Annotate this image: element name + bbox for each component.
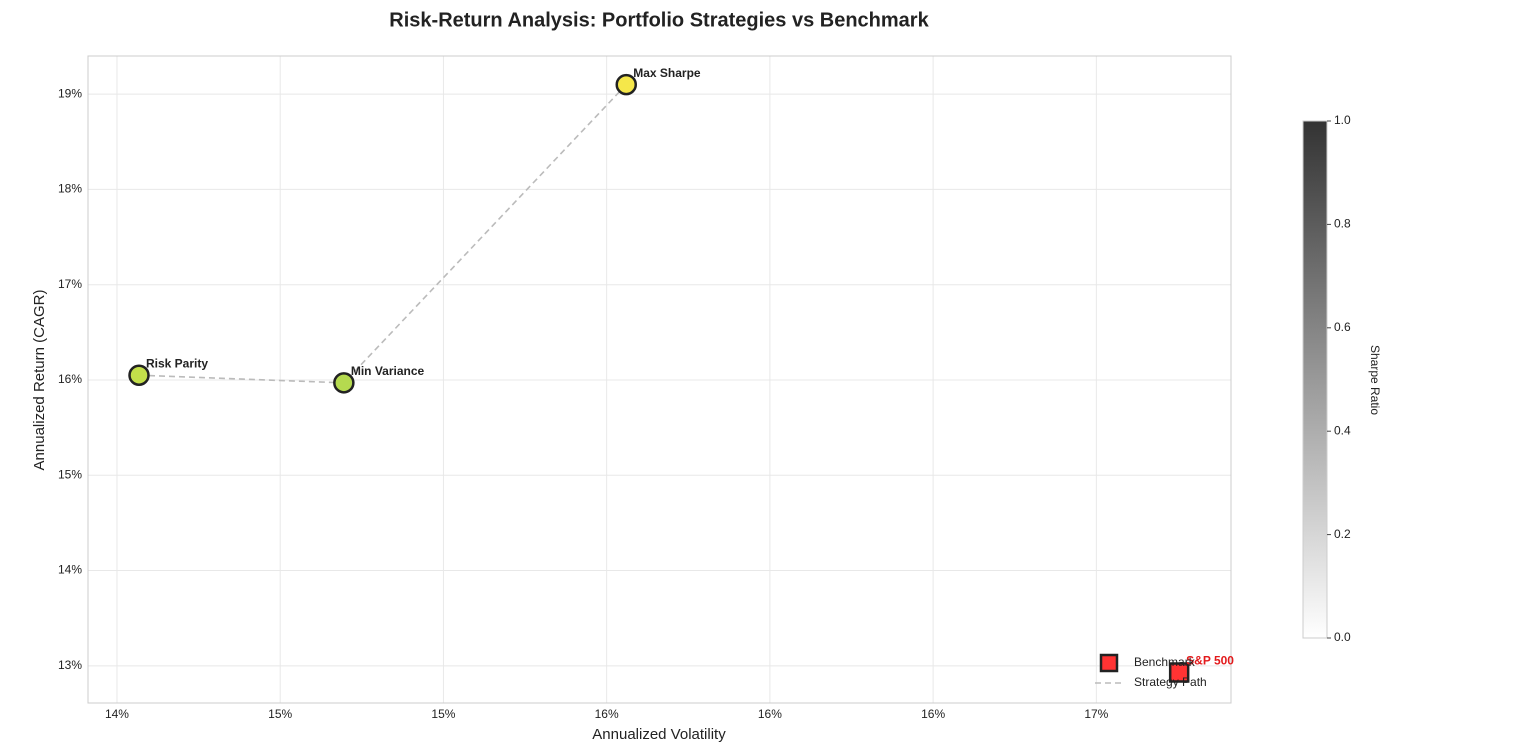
x-tick-label: 16%	[595, 707, 619, 721]
colorbar-tick-label: 0.0	[1334, 630, 1351, 644]
colorbar	[1302, 120, 1328, 639]
x-tick-label: 17%	[1084, 707, 1108, 721]
legend-label: Strategy Path	[1134, 675, 1207, 689]
point-label: S&P 500	[1186, 654, 1234, 668]
plot-frame	[87, 55, 1232, 704]
y-tick-label: 18%	[58, 182, 82, 196]
strategy-point	[333, 372, 355, 394]
strategy-point	[615, 73, 637, 96]
y-tick-label: 17%	[58, 277, 82, 291]
colorbar-label: Sharpe Ratio	[1368, 345, 1382, 415]
colorbar-tick-label: 0.4	[1334, 423, 1351, 437]
y-tick-label: 19%	[58, 86, 82, 100]
point-label: Max Sharpe	[633, 66, 701, 80]
chart-title: Risk-Return Analysis: Portfolio Strategi…	[389, 9, 929, 31]
benchmark-point	[1168, 662, 1190, 683]
point-label: Min Variance	[351, 364, 425, 378]
legend-marker	[1099, 653, 1119, 673]
x-tick-label: 15%	[268, 707, 292, 721]
y-tick-label: 16%	[58, 372, 82, 386]
colorbar-tick-label: 0.8	[1334, 217, 1351, 231]
y-tick-label: 13%	[58, 658, 82, 672]
point-label: Risk Parity	[146, 356, 208, 370]
colorbar-tick-label: 1.0	[1334, 113, 1351, 127]
colorbar-tick-label: 0.2	[1334, 527, 1351, 541]
x-tick-label: 16%	[921, 707, 945, 721]
x-axis-label: Annualized Volatility	[592, 726, 726, 743]
x-tick-label: 15%	[431, 707, 455, 721]
y-tick-label: 15%	[58, 467, 82, 481]
strategy-point	[128, 364, 150, 386]
x-tick-label: 14%	[105, 707, 129, 721]
y-axis-label: Annualized Return (CAGR)	[31, 290, 48, 471]
strategy-path-line	[138, 84, 627, 384]
legend-label: Benchmark	[1134, 655, 1196, 669]
colorbar-tick-label: 0.6	[1334, 320, 1351, 334]
x-tick-label: 16%	[758, 707, 782, 721]
y-tick-label: 14%	[58, 563, 82, 577]
